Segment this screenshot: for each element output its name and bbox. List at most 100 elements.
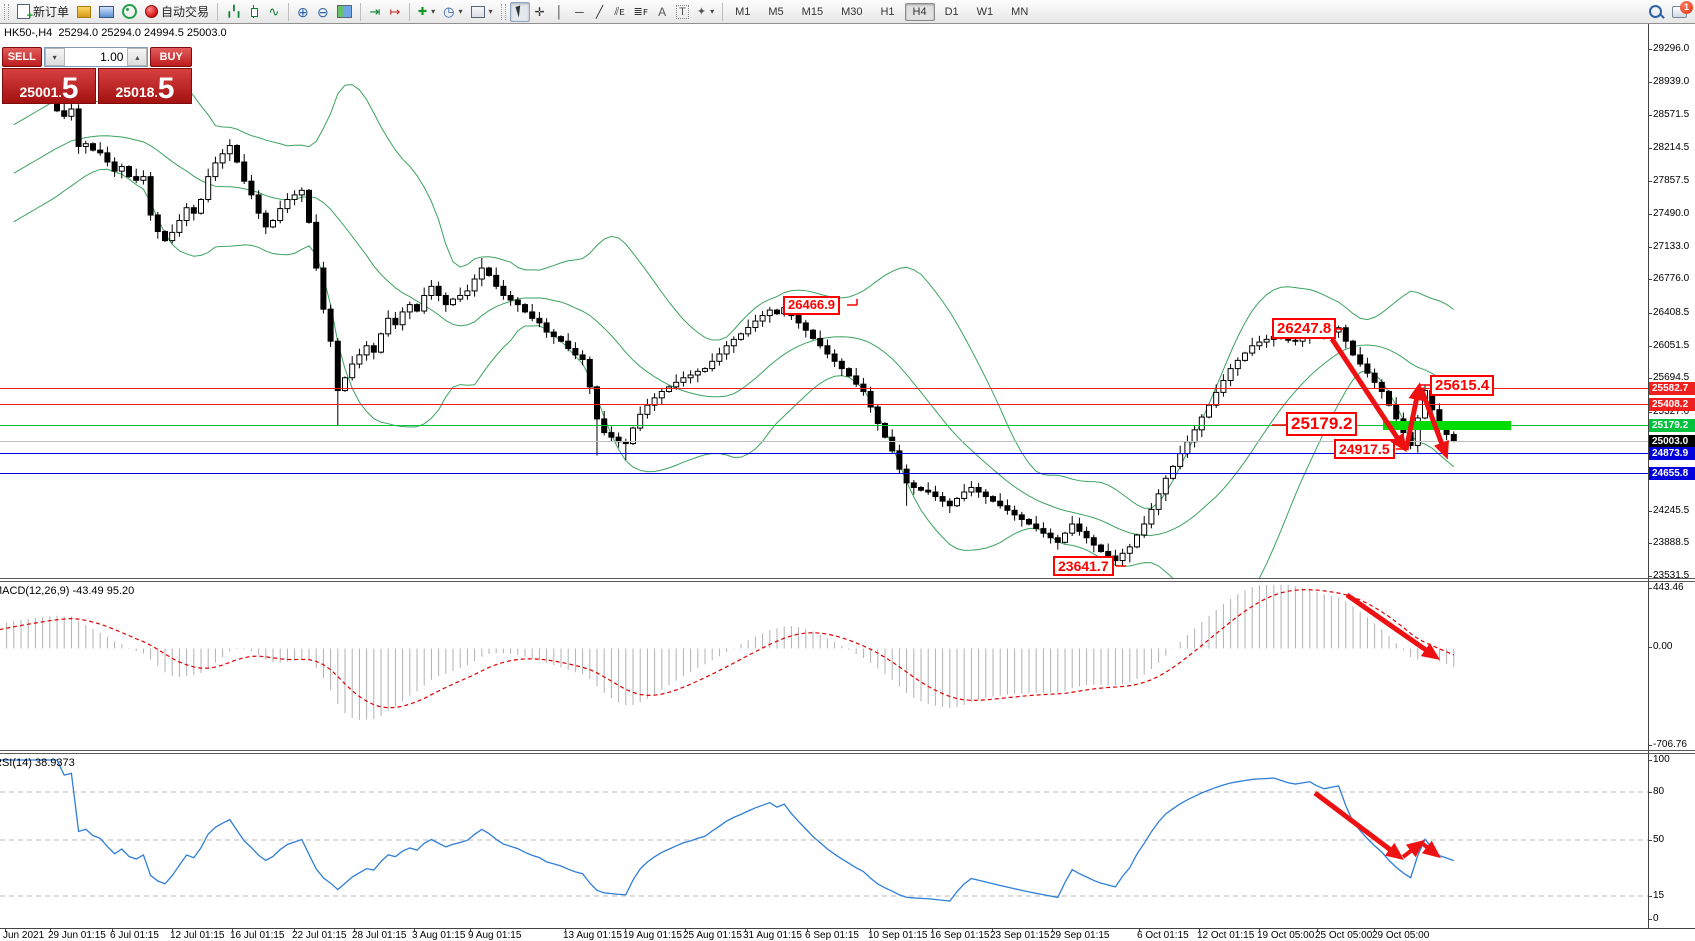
candlestick xyxy=(190,207,197,214)
price-axis-line[interactable] xyxy=(1648,24,1649,928)
price-annotation-box[interactable]: 26466.9 xyxy=(783,296,840,315)
timeframe-m1[interactable]: M1 xyxy=(727,3,758,21)
buy-price-display[interactable]: 25018. 5 xyxy=(98,68,192,104)
toolbar-grip[interactable] xyxy=(500,3,506,20)
candlestick xyxy=(378,333,384,353)
vertical-line-button[interactable] xyxy=(550,2,570,22)
bar-chart-button[interactable] xyxy=(222,2,244,22)
trendline-button[interactable] xyxy=(590,2,610,22)
fibonacci-button[interactable] xyxy=(630,2,653,22)
line-chart-button[interactable] xyxy=(264,2,284,22)
notifications-icon[interactable]: 1 xyxy=(1672,0,1693,18)
toolbar-grip[interactable] xyxy=(4,3,9,20)
cursor-button[interactable] xyxy=(509,1,530,22)
channel-button[interactable] xyxy=(610,2,630,22)
macd-tick-label: -706.76 xyxy=(1653,739,1687,750)
candlestick xyxy=(1393,404,1400,420)
candlestick xyxy=(342,377,348,392)
chart-shift-button[interactable] xyxy=(385,2,405,22)
horizontal-level-line[interactable] xyxy=(0,425,1648,426)
candlestick xyxy=(399,311,406,326)
horizontal-level-line[interactable] xyxy=(0,453,1648,454)
templates-icon xyxy=(470,5,485,18)
timeframe-m5[interactable]: M5 xyxy=(760,3,791,21)
market-watch-button[interactable] xyxy=(95,2,118,22)
zoom-out-button[interactable] xyxy=(313,2,333,22)
signals-button[interactable] xyxy=(118,2,141,22)
price-annotation-box[interactable]: 26247.8 xyxy=(1272,318,1337,340)
time-tick-mark xyxy=(1259,928,1260,932)
tile-windows-icon xyxy=(336,5,352,18)
search-icon[interactable] xyxy=(1649,5,1662,18)
candlestick xyxy=(925,489,932,493)
indicators-icon xyxy=(418,5,427,18)
candlestick xyxy=(104,152,111,163)
sell-price-display[interactable]: 25001. 5 xyxy=(2,68,96,104)
autotrading-button[interactable]: 自动交易 xyxy=(141,2,213,22)
price-tick-label: 26408.5 xyxy=(1653,306,1690,318)
periods-button[interactable] xyxy=(439,2,466,22)
candlestick xyxy=(954,497,960,507)
price-tick-label: 23888.5 xyxy=(1653,537,1690,549)
panel-separator[interactable] xyxy=(0,578,1695,579)
new-order-button[interactable]: 新订单 xyxy=(13,2,73,22)
timeframe-m30[interactable]: M30 xyxy=(833,3,870,21)
time-tick-mark xyxy=(932,928,933,932)
candlestick xyxy=(442,294,449,306)
timeframe-h4[interactable]: H4 xyxy=(904,2,935,21)
candlestick xyxy=(226,145,233,155)
horizontal-level-line[interactable] xyxy=(0,404,1648,405)
candlestick xyxy=(673,381,680,388)
candlestick xyxy=(478,267,485,280)
templates-button[interactable] xyxy=(467,2,497,22)
buy-button[interactable]: BUY xyxy=(150,47,192,67)
price-annotation-box[interactable]: 23641.7 xyxy=(1053,556,1114,577)
candlestick xyxy=(550,331,557,338)
time-tick-label: 6 Jul 01:15 xyxy=(110,930,159,941)
auto-scroll-button[interactable] xyxy=(365,2,385,22)
timeframe-w1[interactable]: W1 xyxy=(969,3,1002,21)
volume-decrease-button[interactable]: ▾ xyxy=(44,48,65,66)
time-tick-label: 19 Oct 05:00 xyxy=(1257,930,1315,941)
timeframe-d1[interactable]: D1 xyxy=(937,3,967,21)
tile-windows-button[interactable] xyxy=(333,2,356,22)
horizontal-level-line[interactable] xyxy=(0,441,1648,442)
timeframe-m15[interactable]: M15 xyxy=(794,3,831,21)
zoom-out-icon xyxy=(317,5,329,19)
volume-value[interactable]: 1.00 xyxy=(100,50,124,64)
price-annotation-box[interactable]: 24917.5 xyxy=(1334,439,1395,460)
price-annotation-box[interactable]: 25179.2 xyxy=(1286,412,1358,436)
candlestick xyxy=(1026,518,1032,525)
shapes-button[interactable] xyxy=(693,2,718,22)
zoom-in-icon xyxy=(297,5,309,19)
chart-profile-button[interactable] xyxy=(73,2,95,22)
price-tick-mark xyxy=(1648,279,1652,281)
candlestick xyxy=(817,337,824,347)
crosshair-button[interactable] xyxy=(530,2,550,22)
text-button[interactable] xyxy=(652,2,672,22)
candlestick xyxy=(810,329,816,339)
volume-increase-button[interactable]: ▴ xyxy=(127,48,148,66)
candlestick xyxy=(262,212,269,228)
candlestick xyxy=(565,340,572,349)
timeframe-h1[interactable]: H1 xyxy=(872,3,902,21)
horizontal-line-button[interactable] xyxy=(570,2,590,22)
candlestick xyxy=(414,304,420,312)
support-zone-rectangle[interactable] xyxy=(1383,421,1511,430)
indicators-button[interactable] xyxy=(414,2,439,22)
candlestick xyxy=(882,422,888,438)
candle-chart-button[interactable] xyxy=(244,2,264,22)
panel-separator[interactable] xyxy=(0,750,1695,751)
price-tick-label: 25694.5 xyxy=(1653,372,1690,384)
horizontal-level-line[interactable] xyxy=(0,473,1648,474)
candlestick xyxy=(558,336,564,342)
one-click-trading-panel: SELL ▾ 1.00 ▴ BUY 25001. 5 25018. 5 xyxy=(2,47,192,104)
zoom-in-button[interactable] xyxy=(293,2,313,22)
timeframe-mn[interactable]: MN xyxy=(1003,3,1036,21)
horizontal-level-line[interactable] xyxy=(0,388,1648,389)
price-tick-mark xyxy=(1648,246,1652,248)
sell-button[interactable]: SELL xyxy=(2,47,42,67)
text-label-button[interactable] xyxy=(672,2,693,22)
price-annotation-box[interactable]: 25615.4 xyxy=(1430,375,1495,397)
